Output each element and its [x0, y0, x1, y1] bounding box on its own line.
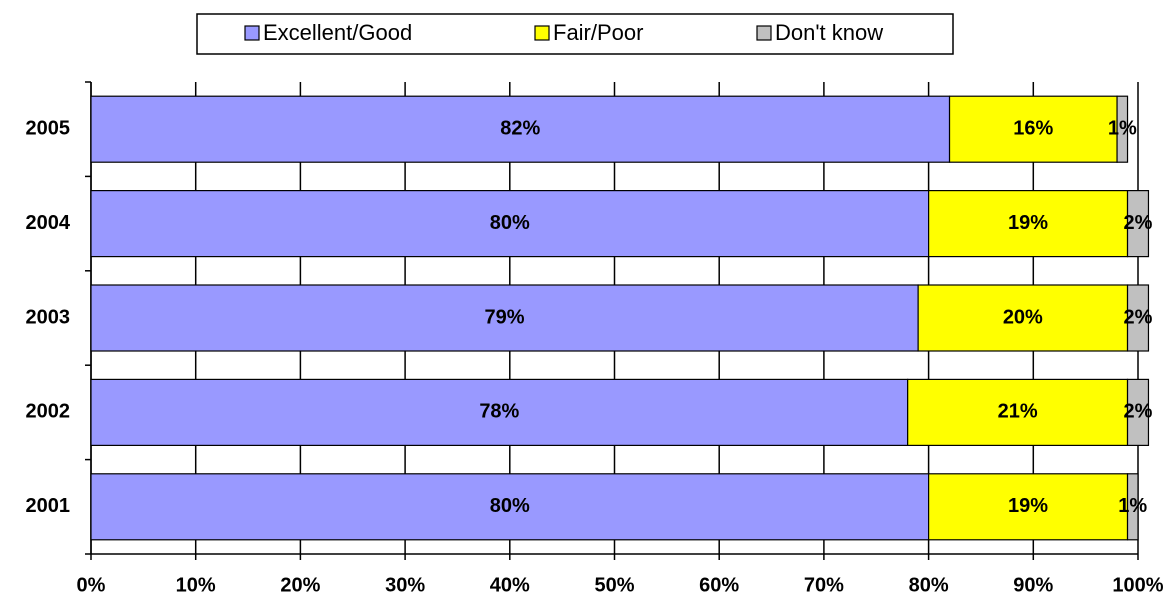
x-tick-label: 90% [1013, 574, 1053, 596]
bar-segment [90, 284, 919, 352]
x-tick-label: 10% [176, 574, 216, 596]
legend-box [196, 13, 954, 55]
bar-segment [1116, 95, 1129, 163]
legend-label: Fair/Poor [553, 20, 643, 45]
data-label: 80% [490, 495, 530, 517]
bar-segment [927, 190, 1129, 258]
data-label: 2% [1124, 306, 1153, 328]
bar-segment [90, 378, 909, 446]
y-tick-label: 2002 [26, 401, 71, 423]
x-tick-label: 100% [1112, 574, 1163, 596]
legend-swatch [534, 25, 550, 41]
bar-segment [90, 190, 930, 258]
data-label: 80% [490, 212, 530, 234]
x-tick-label: 80% [909, 574, 949, 596]
x-tick-label: 0% [77, 574, 106, 596]
data-label: 21% [998, 401, 1038, 423]
legend-label: Don't know [775, 20, 883, 45]
bar-segment [1126, 190, 1150, 258]
data-label: 2% [1124, 401, 1153, 423]
legend-swatch [244, 25, 260, 41]
bar-segment [1126, 284, 1150, 352]
data-label: 1% [1108, 117, 1137, 139]
data-label: 78% [479, 401, 519, 423]
x-tick-label: 40% [490, 574, 530, 596]
y-tick-label: 2001 [26, 495, 71, 517]
data-label: 82% [500, 117, 540, 139]
y-tick-label: 2005 [26, 117, 71, 139]
data-label: 1% [1118, 495, 1147, 517]
y-tick-label: 2003 [26, 306, 71, 328]
bar-segment [1126, 473, 1139, 541]
y-tick-label: 2004 [26, 212, 71, 234]
bar-segment [1126, 378, 1150, 446]
x-tick-label: 70% [804, 574, 844, 596]
x-tick-label: 60% [699, 574, 739, 596]
data-label: 19% [1008, 212, 1048, 234]
data-label: 16% [1013, 117, 1053, 139]
legend-swatch [756, 25, 772, 41]
data-label: 79% [485, 306, 525, 328]
bar-segment [90, 473, 930, 541]
data-label: 20% [1003, 306, 1043, 328]
x-tick-label: 30% [385, 574, 425, 596]
bar-segment [907, 378, 1129, 446]
x-tick-label: 20% [280, 574, 320, 596]
bar-segment [948, 95, 1118, 163]
x-tick-label: 50% [594, 574, 634, 596]
legend-label: Excellent/Good [263, 20, 412, 45]
data-label: 19% [1008, 495, 1048, 517]
data-label: 2% [1124, 212, 1153, 234]
